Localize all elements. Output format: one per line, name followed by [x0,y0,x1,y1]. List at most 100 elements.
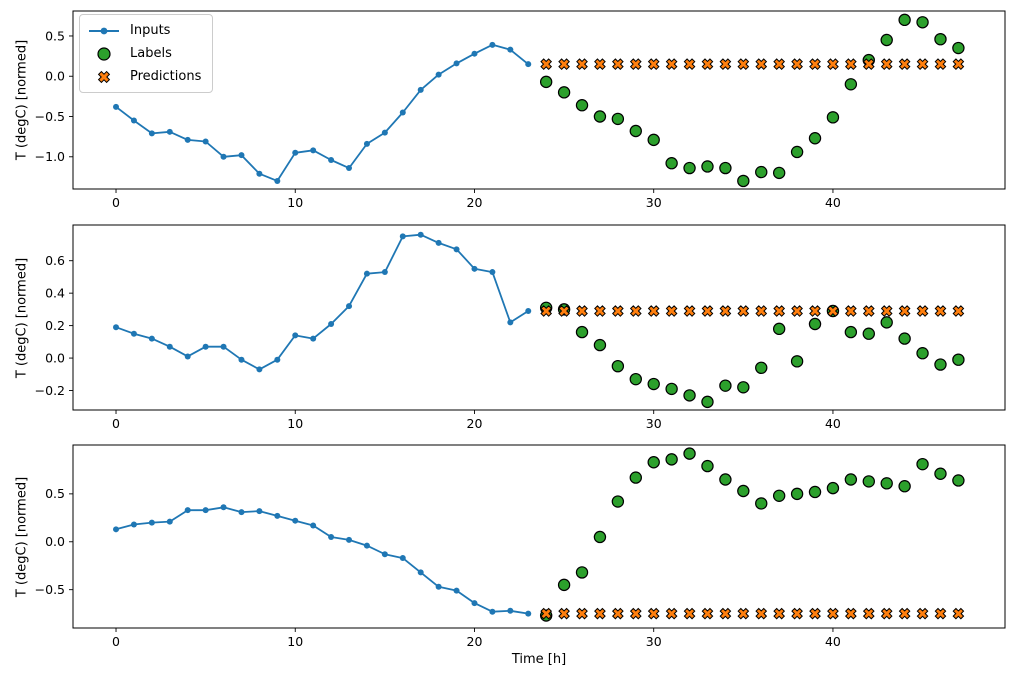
x-tick-label: 0 [112,416,120,431]
x-tick-label: 10 [287,195,303,210]
inputs-point [184,507,191,514]
predictions-point [719,607,732,620]
inputs-point [220,343,227,350]
inputs-point [148,519,155,526]
labels-point [665,157,678,170]
inputs-point [238,152,245,159]
y-tick-label: 0.6 [45,253,65,268]
predictions-point [880,58,893,71]
labels-point [719,379,732,392]
inputs-point [525,61,532,68]
labels-point [647,377,660,391]
labels-point [593,530,607,544]
predictions-point [558,607,570,620]
inputs-point [166,128,173,135]
labels-point [611,112,625,126]
inputs-point [471,50,478,57]
inputs-point [274,177,281,184]
predictions-point [827,305,839,317]
predictions-point [683,305,696,317]
labels-point [575,325,589,339]
predictions-point [647,607,660,620]
y-tick-label: 0.0 [45,69,65,84]
inputs-line [115,43,529,182]
predictions-point [916,607,929,620]
labels-point [755,361,768,375]
predictions-point [809,58,821,71]
inputs-point [507,46,514,53]
inputs-point [525,308,532,315]
legend-label: Predictions [130,69,202,84]
inputs-point [292,149,299,156]
labels-point [862,327,875,340]
labels-point [916,16,929,29]
inputs-point [292,517,299,524]
labels-point [719,473,732,486]
labels-point [808,317,822,331]
x-tick-label: 20 [467,416,483,431]
inputs-point [184,136,191,143]
inputs-point [453,587,460,594]
inputs-point [435,583,442,590]
legend-item-labels: Labels [87,43,201,64]
labels-point [916,457,929,471]
predictions-point [594,58,606,71]
labels-point [808,132,822,145]
labels-point [772,166,786,180]
predictions-point [683,58,696,71]
y-tick-label: 0.4 [45,285,65,300]
inputs-line-icon [89,27,119,34]
predictions-point [737,607,750,620]
predictions-point [862,58,875,71]
subplot-1: 0 10 20 30 40 0.5 0.0 −0.5 −1.0 [35,10,1006,210]
predictions-point [773,305,786,317]
predictions-point [576,58,588,71]
y-tick-label: −0.2 [35,383,65,398]
inputs-point [507,607,514,614]
legend-label: Labels [130,46,172,61]
y-tick-label: −1.0 [35,149,65,164]
x-tick-label: 30 [646,195,662,210]
labels-point [880,477,893,490]
predictions-point [934,58,947,71]
x-tick-label: 10 [287,416,303,431]
inputs-point [292,332,299,339]
inputs-point [363,140,370,147]
predictions-point [827,607,839,620]
labels-point [683,161,696,175]
inputs-point [113,103,120,110]
legend-label: Inputs [130,23,171,38]
inputs-point [130,117,137,124]
inputs-point [310,335,317,342]
inputs-point [202,343,209,350]
labels-point [629,471,642,484]
labels-point [629,124,642,138]
predictions-point [629,607,642,620]
subplot-3: 0 10 20 30 40 0.5 0.0 −0.5 [35,444,1006,649]
labels-point [898,479,911,493]
predictions-point [898,305,911,317]
predictions-point [844,607,857,620]
inputs-point [435,71,442,78]
legend-item-predictions: Predictions [87,66,201,87]
inputs-point [328,533,335,540]
inputs-point [130,330,137,337]
y-tick-label: 0.0 [45,350,65,365]
inputs-point [363,542,370,549]
predictions-point [576,305,588,317]
predictions-point [791,58,803,71]
labels-point [701,160,714,173]
inputs-point [453,60,460,67]
inputs-point [202,507,209,514]
predictions-point [683,607,696,620]
inputs-point [346,165,353,172]
labels-point [790,487,804,501]
predictions-point [862,305,875,317]
inputs-point [113,526,120,533]
inputs-point [381,269,388,276]
inputs-point [346,536,353,543]
predictions-point [791,305,803,317]
y-axis-label-subplot-1: T (degC) [normed] [14,39,30,161]
inputs-point [399,555,406,562]
